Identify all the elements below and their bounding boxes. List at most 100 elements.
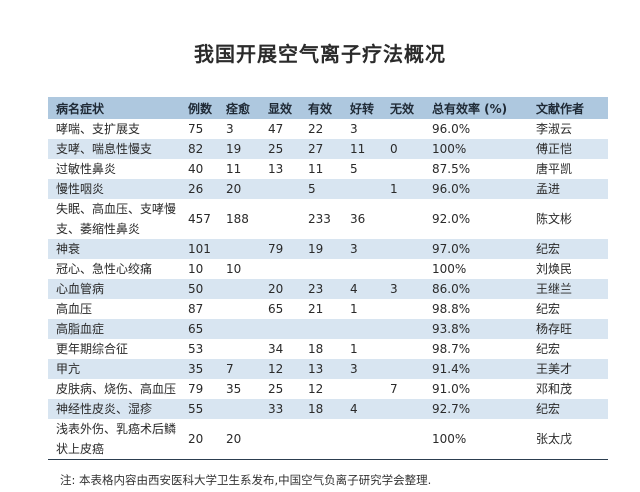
table-cell [260, 179, 300, 199]
table-cell: 20 [218, 419, 260, 460]
table-cell: 10 [188, 262, 204, 276]
table-cell: 36 [350, 212, 366, 226]
table-cell [382, 119, 424, 139]
table-cell [382, 399, 424, 419]
table-cell [382, 419, 424, 460]
table-cell: 79 [260, 239, 300, 259]
disease-cell: 高血压 [56, 302, 93, 316]
table-cell: 93.8% [424, 319, 528, 339]
disease-cell: 皮肤病、烧伤、高血压 [56, 382, 177, 396]
disease-cell: 更年期综合征 [56, 342, 129, 356]
disease-cell: 神衰 [48, 239, 180, 259]
table-cell: 18 [308, 342, 324, 356]
table-cell: 65 [180, 319, 218, 339]
table-cell: 55 [180, 399, 218, 419]
disease-cell: 冠心、急性心绞痛 [56, 262, 153, 276]
table-header-row: 病名症状 例数 痊愈 显效 有效 好转 无效 总有效率 (%) 文献作者 [48, 97, 608, 119]
table-cell [382, 159, 424, 179]
table-cell: 87.5% [432, 162, 471, 176]
table-cell [260, 259, 300, 279]
disease-cell: 过敏性鼻炎 [56, 162, 117, 176]
table-cell: 4 [342, 279, 382, 299]
table-cell: 92.0% [432, 212, 471, 226]
table-cell: 92.7% [424, 399, 528, 419]
table-cell: 3 [342, 359, 382, 379]
table-cell [382, 339, 424, 359]
table-cell: 傅正恺 [528, 139, 608, 159]
table-cell [300, 259, 342, 279]
table-cell: 5 [300, 179, 342, 199]
disease-cell: 失眠、高血压、支哮慢支、萎缩性鼻炎 [56, 202, 177, 236]
table-cell: 纪宏 [528, 399, 608, 419]
table-cell [300, 419, 342, 460]
table-cell: 1 [382, 179, 424, 199]
column-header: 无效 [382, 97, 424, 119]
table-cell [218, 339, 260, 359]
table-cell: 75 [188, 122, 204, 136]
table-cell: 100% [424, 139, 528, 159]
disease-cell: 高脂血症 [48, 319, 180, 339]
table-cell: 李淑云 [536, 122, 573, 136]
table-cell: 刘焕民 [536, 262, 573, 276]
disease-cell: 哮喘、支扩展支 [56, 122, 141, 136]
table-row: 冠心、急性心绞痛 10 10 100% 刘焕民 [48, 259, 608, 279]
table-cell: 4 [342, 399, 382, 419]
table-cell [382, 259, 424, 279]
table-cell [342, 379, 382, 399]
table-cell: 王美才 [528, 359, 608, 379]
table-cell: 13 [300, 359, 342, 379]
table-row: 浅表外伤、乳癌术后鳞状上皮癌 20 20 100% 张太戊 [48, 419, 608, 460]
table-cell: 22 [308, 122, 324, 136]
table-cell [382, 239, 424, 259]
table-cell: 40 [188, 162, 204, 176]
table-cell [342, 419, 382, 460]
table-cell: 23 [300, 279, 342, 299]
table-cell: 98.8% [432, 302, 471, 316]
table-cell: 11 [308, 162, 324, 176]
column-header: 痊愈 [218, 97, 260, 119]
table-cell: 11 [342, 139, 382, 159]
table-cell: 27 [300, 139, 342, 159]
table-cell: 82 [180, 139, 218, 159]
column-header: 例数 [180, 97, 218, 119]
table-cell: 7 [218, 359, 260, 379]
table-row: 皮肤病、烧伤、高血压 79 35 25 12 7 91.0% 邓和茂 [48, 379, 608, 399]
table-cell: 98.7% [432, 342, 471, 356]
column-header: 有效 [300, 97, 342, 119]
table-cell: 5 [350, 162, 358, 176]
table-cell: 3 [350, 122, 358, 136]
table-cell: 19 [218, 139, 260, 159]
table-cell: 188 [226, 212, 249, 226]
table-row: 更年期综合征 53 34 18 1 98.7% 纪宏 [48, 339, 608, 359]
table-cell: 邓和茂 [536, 382, 573, 396]
table-cell: 87 [188, 302, 204, 316]
table-cell: 孟进 [528, 179, 608, 199]
table-cell: 101 [180, 239, 218, 259]
table-cell: 233 [308, 212, 331, 226]
disease-cell: 慢性咽炎 [48, 179, 180, 199]
table-cell: 26 [180, 179, 218, 199]
table-cell: 91.4% [424, 359, 528, 379]
table-row: 高血压 87 65 21 1 98.8% 纪宏 [48, 299, 608, 319]
table-cell: 91.0% [432, 382, 471, 396]
table-cell: 11 [226, 162, 242, 176]
table-cell: 唐平凯 [536, 162, 573, 176]
table-cell [218, 279, 260, 299]
table-row: 慢性咽炎 26 20 5 1 96.0% 孟进 [48, 179, 608, 199]
table-cell [382, 199, 424, 239]
table-cell: 47 [268, 122, 284, 136]
table-cell: 86.0% [424, 279, 528, 299]
column-header: 好转 [342, 97, 382, 119]
disease-cell: 神经性皮炎、湿疹 [48, 399, 180, 419]
table-cell: 79 [188, 382, 204, 396]
table-cell [342, 319, 382, 339]
disease-cell: 支哮、喘息性慢支 [48, 139, 180, 159]
table-cell: 纪宏 [528, 239, 608, 259]
table-cell: 96.0% [432, 122, 471, 136]
table-cell: 35 [180, 359, 218, 379]
table-row: 过敏性鼻炎 40 11 13 11 5 87.5% 唐平凯 [48, 159, 608, 179]
table-cell: 10 [226, 262, 242, 276]
table-cell: 王继兰 [528, 279, 608, 299]
table-row: 失眠、高血压、支哮慢支、萎缩性鼻炎 457 188 233 36 92.0% 陈文彬 [48, 199, 608, 239]
table-cell: 100% [432, 262, 467, 276]
